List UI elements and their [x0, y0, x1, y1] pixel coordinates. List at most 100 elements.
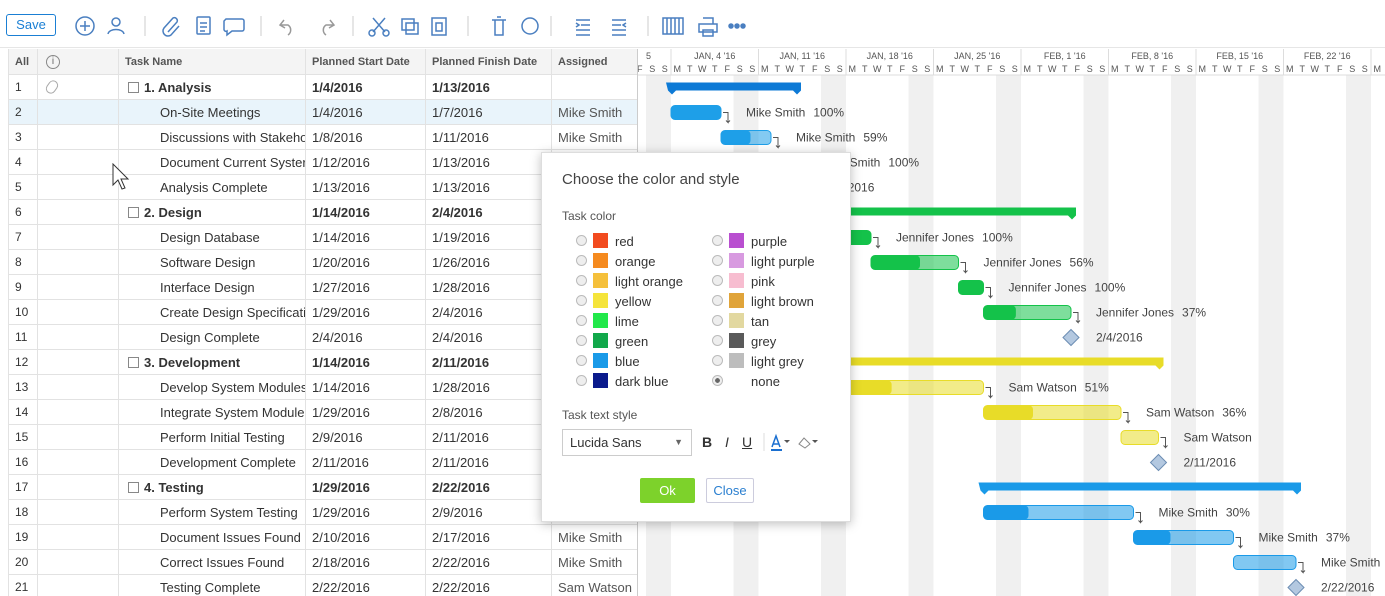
weekend-shade: [921, 75, 934, 596]
cut-icon[interactable]: [372, 17, 386, 33]
milestone: [1149, 453, 1168, 472]
font-select[interactable]: Lucida Sans ▼: [562, 429, 692, 456]
color-radio[interactable]: [576, 335, 587, 346]
finish-date: 1/28/2016: [426, 275, 552, 300]
progress-label: 37%: [1326, 531, 1350, 545]
weekend-shade: [1183, 75, 1196, 596]
color-radio[interactable]: [712, 235, 723, 246]
palette-icon[interactable]: [521, 17, 539, 35]
color-name: light purple: [751, 254, 815, 269]
dialog-title: Choose the color and style: [562, 171, 740, 188]
underline-button[interactable]: U: [742, 434, 753, 450]
copy-icon[interactable]: [401, 18, 415, 31]
comment-icon[interactable]: [223, 18, 245, 37]
task-name: On-Site Meetings: [119, 100, 306, 125]
color-swatch: [593, 233, 608, 248]
resource-name: Mike Smith: [1259, 531, 1318, 545]
color-radio[interactable]: [712, 315, 723, 326]
day-label: W: [1223, 64, 1232, 74]
toolbar-icons: [75, 16, 746, 37]
color-name: purple: [751, 234, 788, 249]
text-color-buttons[interactable]: [762, 431, 822, 453]
italic-button[interactable]: I: [725, 434, 729, 450]
user-icon[interactable]: [111, 17, 121, 27]
resource-name: Sam Watson: [1009, 381, 1077, 395]
task-name: Perform Initial Testing: [119, 425, 306, 450]
color-radio[interactable]: [712, 275, 723, 286]
color-radio[interactable]: [576, 295, 587, 306]
summary-bar: [791, 207, 1076, 220]
task-name: 1. Analysis: [119, 75, 306, 100]
column-header: Planned Start Date: [306, 49, 426, 75]
color-swatch: [593, 333, 608, 348]
day-label: T: [775, 64, 781, 74]
task-name: Discussions with Stakeho: [119, 125, 306, 150]
row-number: 16: [9, 450, 38, 475]
progress-label: 100%: [982, 231, 1013, 245]
weekend-shade: [908, 75, 921, 596]
assigned: Mike Smith: [552, 100, 637, 125]
color-radio[interactable]: [712, 375, 723, 386]
row-number: 13: [9, 375, 38, 400]
day-label: S: [1262, 64, 1268, 74]
color-radio[interactable]: [712, 335, 723, 346]
task-name: Analysis Complete: [119, 175, 306, 200]
day-label: M: [936, 64, 944, 74]
print-icon[interactable]: [698, 17, 718, 37]
info-cell: [38, 125, 119, 150]
task-name: Create Design Specificati: [119, 300, 306, 325]
color-radio[interactable]: [576, 275, 587, 286]
task-name: Design Database: [119, 225, 306, 250]
task-name: Document Current Syster: [119, 150, 306, 175]
color-radio[interactable]: [712, 255, 723, 266]
day-label: F: [1250, 64, 1256, 74]
day-label: F: [812, 64, 818, 74]
info-cell: [38, 475, 119, 500]
paste-icon[interactable]: [431, 17, 447, 36]
info-cell: [38, 175, 119, 200]
add-icon[interactable]: [75, 16, 95, 36]
ok-button[interactable]: Ok: [640, 478, 695, 503]
color-radio[interactable]: [576, 255, 587, 266]
task-name: 3. Development: [119, 350, 306, 375]
outdent-icon[interactable]: [612, 19, 627, 36]
row-number: 11: [9, 325, 38, 350]
task-label: Sam Watson 36%: [1146, 406, 1247, 420]
finish-date: 1/13/2016: [426, 175, 552, 200]
color-swatch: [729, 353, 744, 368]
bold-button[interactable]: B: [702, 434, 713, 450]
color-radio[interactable]: [712, 295, 723, 306]
dependency-arrow: [873, 237, 881, 249]
finish-date: 2/9/2016: [426, 500, 552, 525]
columns-icon[interactable]: [662, 17, 684, 35]
color-radio[interactable]: [576, 355, 587, 366]
column-header: All: [9, 49, 38, 75]
info-cell: [38, 200, 119, 225]
finish-date: 2/11/2016: [426, 450, 552, 475]
progress-label: 37%: [1182, 306, 1206, 320]
collapse-toggle: [128, 482, 139, 493]
color-radio[interactable]: [712, 355, 723, 366]
save-button[interactable]: Save: [6, 14, 56, 36]
finish-date: 2/4/2016: [426, 300, 552, 325]
finish-date: 1/28/2016: [426, 375, 552, 400]
color-radio[interactable]: [576, 235, 587, 246]
attach-icon[interactable]: [162, 16, 180, 37]
task-name: Integrate System Module: [119, 400, 306, 425]
indent-icon[interactable]: [575, 19, 590, 36]
day-label: T: [950, 64, 956, 74]
color-radio[interactable]: [576, 315, 587, 326]
delete-icon[interactable]: [492, 16, 506, 36]
toolbar: Save: [0, 0, 1385, 48]
notes-icon[interactable]: [196, 16, 211, 35]
dependency-arrow: [723, 112, 731, 124]
color-radio[interactable]: [576, 375, 587, 386]
redo-icon[interactable]: [322, 19, 336, 36]
info-cell: [38, 350, 119, 375]
day-label: T: [1037, 64, 1043, 74]
start-date: 1/8/2016: [306, 125, 426, 150]
close-button[interactable]: Close: [706, 478, 754, 503]
undo-icon[interactable]: [278, 19, 292, 36]
color-name: light grey: [751, 354, 804, 369]
assigned: Sam Watson: [552, 575, 637, 596]
